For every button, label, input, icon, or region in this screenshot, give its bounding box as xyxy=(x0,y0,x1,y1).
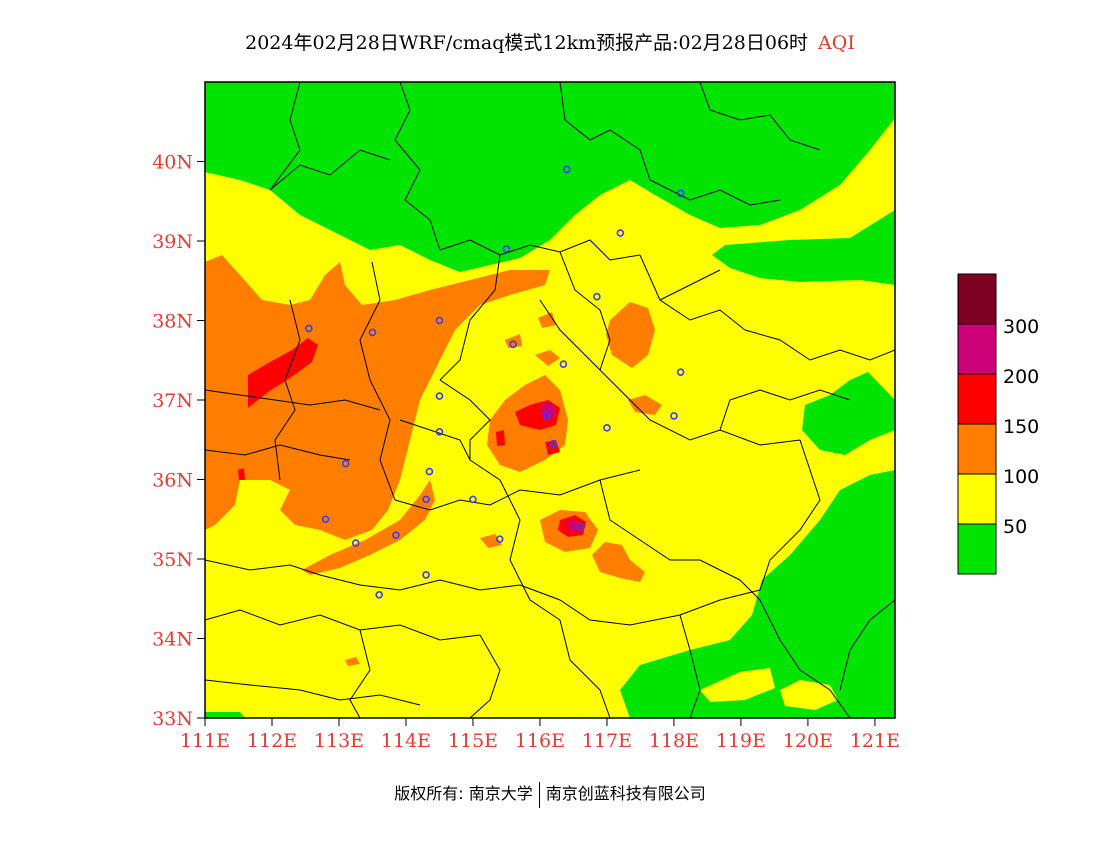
station-marker xyxy=(509,340,517,349)
station-marker xyxy=(469,495,477,504)
legend-swatch-usg xyxy=(957,423,997,475)
latitude-axis: 40N 39N 38N 37N 36N 35N 34N 33N xyxy=(152,152,205,730)
lon-tick-label: 119E xyxy=(716,730,766,752)
title-main: 2024年02月28日WRF/cmaq模式12km预报产品:02月28日06时 xyxy=(245,32,809,54)
station-marker xyxy=(375,590,383,599)
aqi-usg-small2 xyxy=(538,312,556,328)
station-marker xyxy=(576,523,584,532)
footer: 版权所有: 南京大学 南京创蓝科技有限公司 xyxy=(0,780,1100,808)
lon-tick-label: 115E xyxy=(448,730,498,752)
lat-tick-label: 36N xyxy=(152,470,193,492)
aqi-moderate-patch-se1 xyxy=(780,680,838,710)
aqi-usg-small4 xyxy=(628,395,662,415)
lon-tick-label: 121E xyxy=(850,730,900,752)
legend-swatch-moderate xyxy=(957,473,997,525)
lon-tick-label: 120E xyxy=(783,730,833,752)
station-marker xyxy=(392,531,400,539)
station-marker xyxy=(305,324,313,333)
copyright-text: 版权所有: 南京大学 xyxy=(394,784,533,803)
legend-swatch-very-unhealthy xyxy=(957,323,997,375)
longitude-axis: 111E 112E 113E 114E 115E 116E 117E 118E 119E 120E… xyxy=(180,718,900,752)
legend-label-300: 300 xyxy=(1003,316,1039,338)
aqi-usg-small6 xyxy=(345,657,360,666)
legend-swatch-hazardous xyxy=(957,273,997,325)
station-marker xyxy=(676,189,685,198)
aqi-very-unhealthy-south xyxy=(566,520,580,532)
station-marker xyxy=(368,328,377,337)
aqi-unhealthy-small xyxy=(238,468,245,480)
legend-label-150: 150 xyxy=(1003,416,1039,438)
lon-tick-label: 113E xyxy=(314,730,364,752)
station-marker xyxy=(593,292,601,301)
station-marker xyxy=(425,467,434,476)
lon-tick-label: 114E xyxy=(381,730,431,752)
station-marker xyxy=(562,165,571,174)
aqi-good-southwest xyxy=(205,712,245,718)
lon-tick-label: 116E xyxy=(515,730,565,752)
lat-tick-label: 34N xyxy=(152,629,193,651)
lat-tick-label: 38N xyxy=(152,311,193,333)
aqi-usg-west xyxy=(205,255,550,540)
lat-tick-label: 40N xyxy=(152,152,193,174)
station-marker xyxy=(559,360,568,369)
station-marker xyxy=(435,316,444,325)
station-marker xyxy=(321,515,330,524)
legend-label-50: 50 xyxy=(1003,516,1027,538)
legend-swatch-unhealthy xyxy=(957,373,997,425)
lon-tick-label: 117E xyxy=(582,730,632,752)
station-marker xyxy=(422,571,430,579)
aqi-good-southeast xyxy=(620,470,895,718)
aqi-usg-streak xyxy=(302,480,435,575)
aqi-usg-south2 xyxy=(592,542,645,582)
station-marker xyxy=(341,459,350,468)
station-marker xyxy=(435,392,444,400)
lon-tick-label: 112E xyxy=(247,730,297,752)
aqi-unhealthy-c2 xyxy=(496,430,505,446)
aqi-usg-small3 xyxy=(535,350,560,366)
lat-tick-label: 33N xyxy=(152,708,193,730)
legend-label-100: 100 xyxy=(1003,466,1039,488)
aqi-good-peninsula xyxy=(802,372,895,455)
station-marker xyxy=(502,245,511,253)
legend-label-200: 200 xyxy=(1003,366,1039,388)
lon-tick-label: 111E xyxy=(180,730,230,752)
map-title: 2024年02月28日WRF/cmaq模式12km预报产品:02月28日06时 A… xyxy=(0,28,1100,55)
admin-boundaries xyxy=(205,82,895,718)
station-marker xyxy=(495,535,504,543)
station-marker xyxy=(676,368,685,376)
aqi-legend: 300 200 150 100 50 xyxy=(957,273,1039,575)
aqi-field xyxy=(205,82,895,718)
station-marker xyxy=(603,424,611,432)
station-marker xyxy=(549,439,558,448)
lat-tick-label: 37N xyxy=(152,390,193,412)
aqi-usg-east xyxy=(606,302,655,368)
station-marker xyxy=(670,412,678,420)
lon-tick-label: 118E xyxy=(649,730,699,752)
lat-tick-label: 35N xyxy=(152,549,193,571)
monitoring-stations xyxy=(305,165,685,599)
title-product: AQI xyxy=(818,32,855,54)
legend-swatch-good xyxy=(957,523,997,575)
station-marker xyxy=(422,495,430,504)
station-marker xyxy=(435,427,444,436)
footer-separator xyxy=(538,781,540,808)
station-marker xyxy=(616,229,625,237)
company-text: 南京创蓝科技有限公司 xyxy=(545,784,706,803)
aqi-good-northeast xyxy=(712,210,895,285)
lat-tick-label: 39N xyxy=(152,231,193,253)
aqi-unhealthy-west xyxy=(248,338,318,408)
station-marker xyxy=(542,412,551,420)
aqi-good-north xyxy=(205,82,895,272)
station-marker xyxy=(351,539,360,547)
aqi-moderate-patch-se2 xyxy=(700,668,775,702)
